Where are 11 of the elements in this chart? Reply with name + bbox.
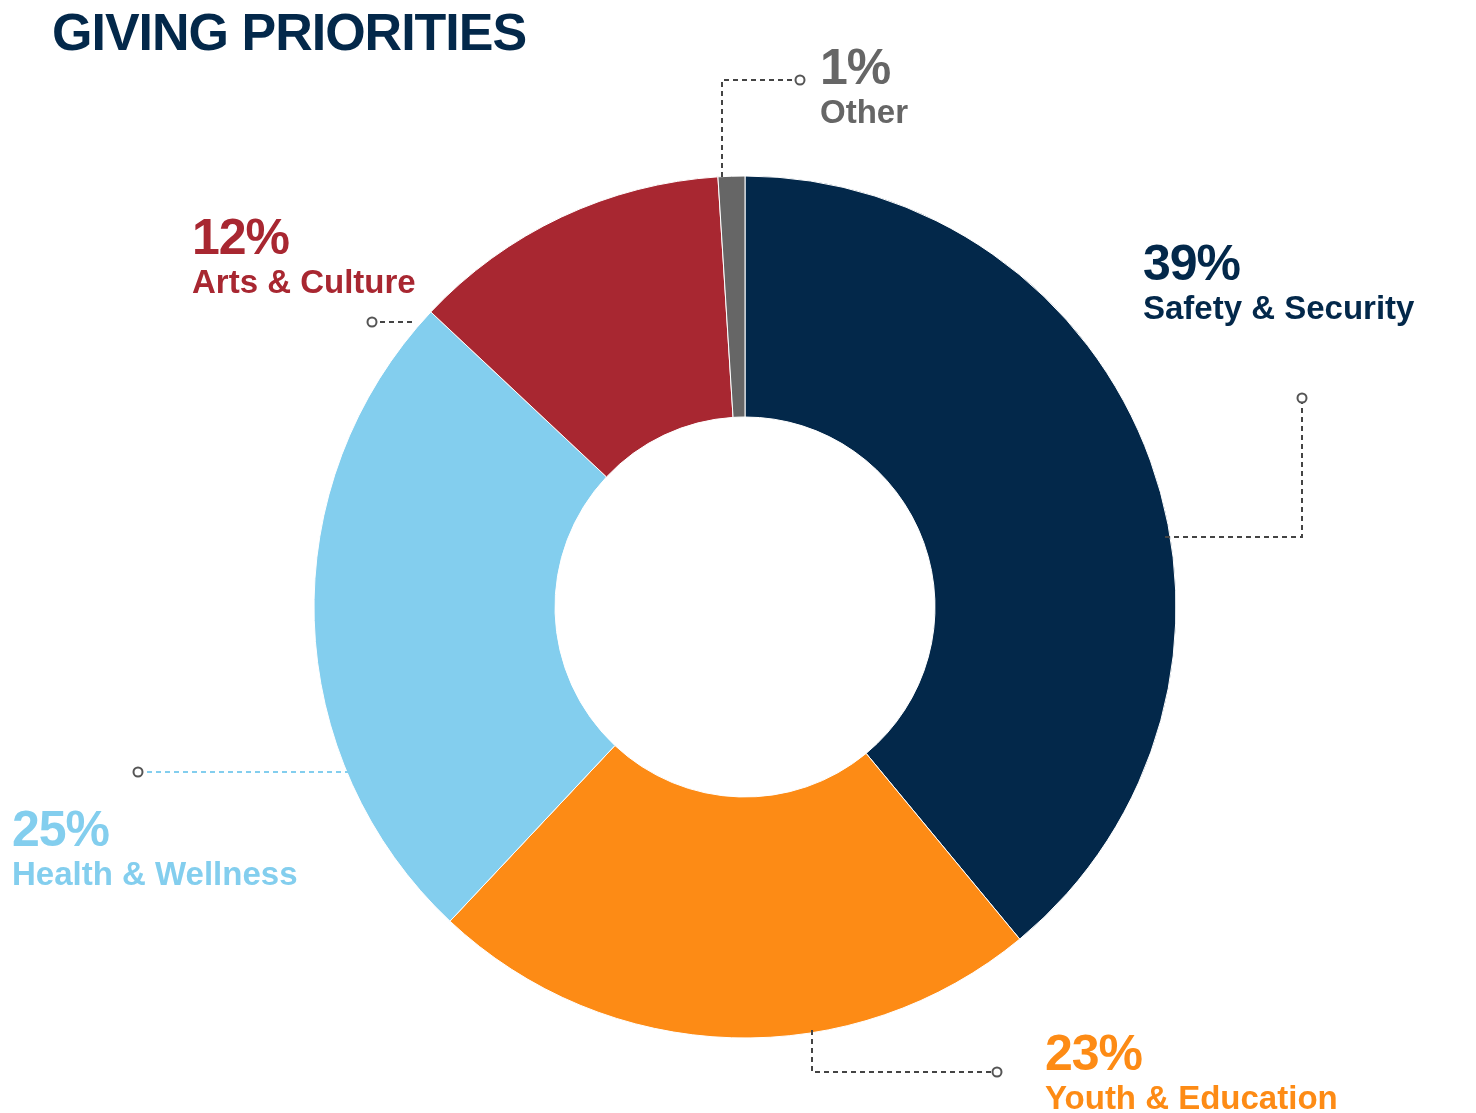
- slice-label: Health & Wellness: [12, 855, 298, 892]
- chart-title: GIVING PRIORITIES: [52, 2, 527, 62]
- data-label: 12%: [192, 209, 291, 265]
- data-label: 23%: [1045, 1025, 1144, 1081]
- slice-label: Youth & Education: [1045, 1079, 1338, 1113]
- slice-label: Safety & Security: [1143, 289, 1415, 326]
- data-label: 39%: [1143, 235, 1242, 291]
- slice-label: Other: [820, 93, 909, 130]
- slice-label: Arts & Culture: [192, 263, 416, 300]
- data-label: 25%: [12, 801, 111, 857]
- data-label: 1%: [820, 39, 892, 95]
